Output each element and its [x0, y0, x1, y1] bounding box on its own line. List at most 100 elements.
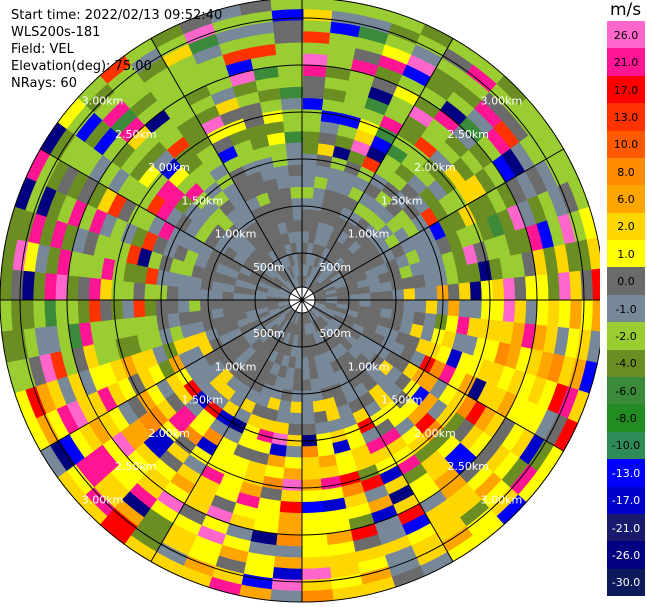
velocity-cell	[189, 275, 203, 290]
velocity-cell	[255, 191, 271, 207]
velocity-cell	[159, 157, 183, 180]
velocity-cell	[377, 271, 392, 284]
velocity-cell	[302, 19, 333, 33]
velocity-cell	[313, 287, 325, 295]
velocity-cell	[277, 221, 289, 235]
velocity-cell	[306, 311, 312, 324]
velocity-cell	[325, 349, 337, 364]
velocity-cell	[447, 300, 460, 318]
velocity-cell	[413, 441, 438, 465]
velocity-cell	[330, 240, 343, 254]
velocity-cell	[316, 342, 326, 356]
colorbar-tick-label: -17.0	[611, 494, 641, 508]
velocity-cell	[274, 328, 285, 341]
velocity-cell	[122, 261, 138, 283]
instrument-name: WLS200s-181	[11, 25, 101, 40]
velocity-cell	[319, 276, 331, 286]
velocity-cell	[301, 357, 310, 370]
velocity-cell	[414, 95, 442, 120]
velocity-cell	[353, 47, 383, 66]
velocity-cell	[349, 443, 371, 461]
velocity-cell	[294, 264, 300, 277]
velocity-cell	[322, 282, 335, 291]
velocity-cell	[244, 551, 276, 568]
colorbar-tick-label: 6.0	[617, 193, 635, 206]
velocity-cell	[329, 334, 341, 347]
velocity-cell	[407, 472, 434, 496]
velocity-cell	[327, 43, 357, 60]
velocity-cell	[287, 164, 303, 177]
velocity-cell	[258, 486, 283, 502]
velocity-cell	[514, 346, 533, 374]
velocity-cell	[239, 0, 274, 16]
velocity-cell	[232, 252, 247, 266]
colorbar-segment	[607, 404, 645, 433]
velocity-cell	[543, 246, 559, 276]
velocity-cell	[305, 253, 312, 266]
velocity-cell	[121, 299, 135, 319]
velocity-cell	[285, 220, 296, 233]
velocity-cell	[311, 267, 320, 280]
velocity-cell	[125, 334, 142, 356]
velocity-cell	[300, 567, 332, 581]
velocity-cell	[476, 382, 497, 408]
velocity-cell	[294, 276, 300, 288]
velocity-cell	[278, 317, 288, 329]
velocity-cell	[88, 364, 108, 392]
velocity-cell	[188, 299, 201, 312]
velocity-cell	[496, 365, 516, 393]
velocity-cell	[362, 4, 397, 24]
velocity-cell	[276, 176, 291, 190]
range-ring-label: 2.00km	[148, 161, 190, 174]
velocity-cell	[406, 405, 428, 427]
velocity-cell	[144, 299, 157, 317]
velocity-cell	[256, 285, 269, 293]
velocity-cell	[302, 30, 332, 44]
velocity-cell	[336, 327, 349, 339]
velocity-cell	[385, 436, 408, 457]
velocity-cell	[469, 281, 483, 301]
velocity-cell	[163, 95, 191, 119]
velocity-cell	[323, 223, 335, 238]
velocity-cell	[357, 252, 372, 266]
velocity-cell	[266, 292, 279, 298]
velocity-cell	[302, 275, 305, 288]
colorbar-tick-label: 17.0	[613, 83, 639, 97]
velocity-cell	[246, 170, 265, 187]
velocity-cell	[130, 225, 149, 248]
velocity-cell	[281, 269, 291, 281]
velocity-cell	[458, 300, 472, 319]
velocity-cell	[173, 385, 194, 406]
colorbar-tick-label: 21.0	[613, 56, 639, 70]
velocity-cell	[370, 332, 386, 346]
velocity-cell	[58, 433, 85, 465]
velocity-cell	[272, 556, 302, 570]
velocity-cell	[113, 498, 145, 527]
velocity-cell	[278, 271, 288, 283]
velocity-cell	[241, 225, 256, 241]
velocity-cell	[332, 0, 367, 16]
velocity-cell	[135, 132, 161, 158]
velocity-cell	[283, 119, 303, 133]
velocity-cell	[291, 265, 298, 278]
velocity-cell	[414, 136, 439, 159]
velocity-cell	[146, 193, 167, 216]
velocity-cell	[116, 376, 137, 402]
velocity-cell	[284, 445, 302, 458]
velocity-cell	[97, 411, 121, 439]
velocity-cell	[66, 104, 96, 136]
velocity-cell	[280, 354, 291, 368]
velocity-cell	[513, 276, 527, 302]
velocity-cell	[217, 544, 249, 564]
velocity-cell	[249, 318, 262, 329]
velocity-cell	[283, 456, 302, 470]
colorbar-segment	[607, 130, 645, 159]
velocity-cell	[419, 86, 449, 111]
velocity-cell	[297, 253, 303, 265]
ppi-plot: 500m 500m 500m 500m 1.00km 1.00km 1.00km 1.00km…	[0, 0, 600, 603]
velocity-cell	[302, 186, 315, 199]
velocity-cell	[86, 181, 109, 209]
velocity-cell	[301, 368, 311, 381]
velocity-cell	[267, 323, 279, 335]
velocity-cell	[278, 292, 290, 298]
